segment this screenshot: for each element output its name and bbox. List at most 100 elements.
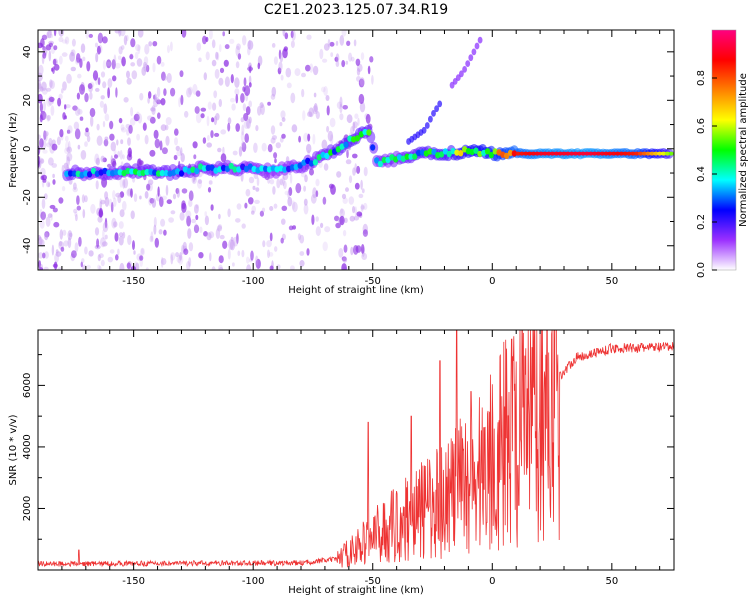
noise-speck [153,129,159,139]
noise-speck [301,88,305,98]
noise-speck [218,77,224,86]
noise-speck [236,43,241,50]
noise-speck [76,205,82,211]
noise-speck [259,102,264,109]
noise-speck [236,203,242,210]
noise-speck [39,267,44,270]
noise-speck [357,117,360,126]
noise-speck [39,102,44,113]
colorbar: 0.0 0.2 0.4 0.6 0.8 Normalized spectral ampl… [696,29,749,278]
noise-speck [87,83,93,89]
noise-speck [207,134,210,141]
ridge-core [404,153,410,160]
noise-speck [76,53,81,63]
noise-speck [145,64,150,73]
noise-speck [177,254,184,265]
noise-speck [134,51,139,60]
noise-speck [295,183,302,194]
noise-speck [46,181,51,188]
snr-series [38,330,674,568]
noise-speck [334,215,340,222]
noise-speck [324,226,331,233]
ridge-core [381,156,387,164]
noise-speck [74,128,81,140]
noise-speck [205,36,209,43]
noise-speck [304,174,308,183]
noise-speck [139,92,144,101]
noise-speck [149,235,154,243]
noise-speck [259,210,264,217]
noise-speck [216,225,223,232]
noise-speck [234,88,240,96]
noise-speck [284,32,289,40]
noise-speck [180,153,185,163]
noise-speck [76,92,80,100]
noise-speck [246,264,252,270]
noise-speck [307,111,313,117]
noise-speck [280,237,284,244]
ridge-core [71,170,77,177]
noise-speck [275,142,281,149]
branch-mark [428,115,433,123]
x-tick-label: 50 [605,276,618,287]
noise-speck [38,156,42,166]
ridge-core [400,155,406,162]
ridge-core [622,151,628,156]
ridge-core [362,128,368,136]
noise-speck [354,113,359,119]
noise-speck [199,226,203,233]
noise-speck [241,141,246,148]
noise-speck [95,87,100,92]
noise-speck [335,60,340,67]
ridge-core [607,151,613,156]
ridge-core [129,168,135,175]
noise-speck [52,173,55,179]
noise-speck [42,252,46,259]
noise-speck [299,251,305,256]
noise-speck [301,72,306,78]
noise-speck [261,142,267,152]
ridge-core [595,151,602,156]
noise-speck [147,115,153,121]
noise-speck [49,79,53,88]
noise-speck [165,117,172,125]
noise-speck [243,77,247,87]
noise-speck [88,33,94,38]
branch-mark [449,81,455,89]
noise-speck [281,133,286,139]
noise-speck [163,75,168,81]
noise-speck [197,179,203,185]
noise-speck [215,113,220,121]
noise-speck [41,174,47,181]
branch-mark [434,105,439,113]
noise-speck [279,52,284,63]
ridge-core [664,151,670,156]
branch-mark [459,70,464,78]
noise-speck [218,267,224,270]
noise-speck [115,87,118,98]
noise-speck [116,139,119,146]
noise-speck [309,63,314,73]
noise-speck [109,249,115,254]
noise-speck [166,72,172,84]
branch-mark [474,42,480,50]
noise-speck [185,210,192,219]
noise-speck [228,239,234,250]
noise-speck [161,71,166,81]
noise-speck [276,178,281,189]
noise-speck [230,97,235,103]
noise-speck [120,45,125,50]
noise-speck [322,196,327,205]
noise-speck [315,226,321,237]
noise-speck [111,217,117,229]
noise-speck [96,123,100,131]
noise-speck [359,101,366,113]
noise-speck [38,155,41,166]
noise-speck [62,81,67,91]
noise-speck [53,30,57,37]
noise-speck [231,103,236,111]
ridge-core [259,165,265,172]
noise-speck [52,207,58,213]
noise-speck [346,40,351,46]
noise-speck [97,254,101,262]
